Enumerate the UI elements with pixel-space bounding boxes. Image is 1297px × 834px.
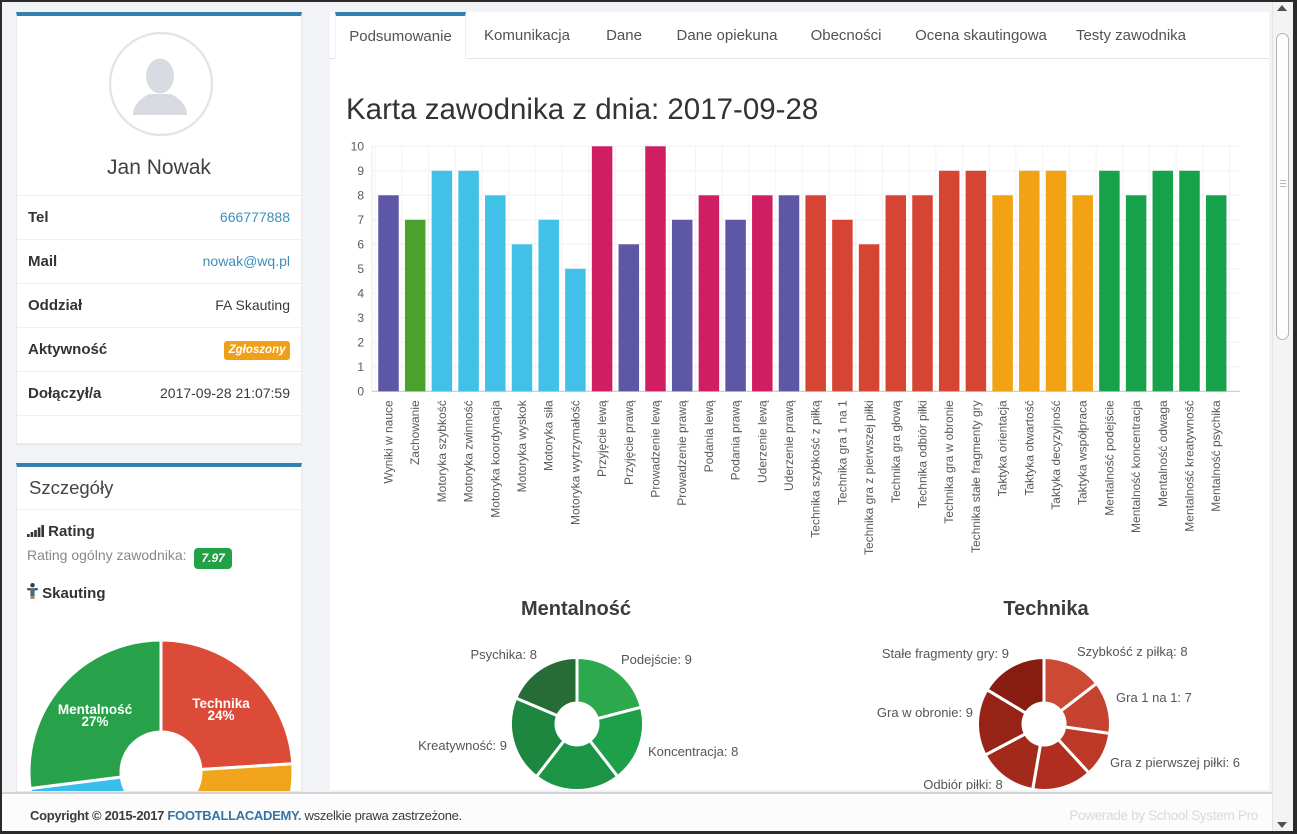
svg-text:1: 1 [357,360,364,374]
svg-text:Mentalność podejście: Mentalność podejście [1102,400,1116,516]
svg-text:Technika: Technika [192,696,250,711]
svg-text:Motoryka wytrzymałość: Motoryka wytrzymałość [568,400,582,525]
svg-text:Kreatywność: 9: Kreatywność: 9 [418,738,507,753]
svg-text:24%: 24% [207,708,234,723]
svg-text:Taktyka orientacja: Taktyka orientacja [996,400,1010,496]
svg-text:Szybkość z piłką: 8: Szybkość z piłką: 8 [1077,644,1188,659]
svg-text:Motoryka siła: Motoryka siła [542,400,556,471]
svg-text:Mentalność psychika: Mentalność psychika [1209,400,1223,512]
svg-text:Podania lewą: Podania lewą [702,400,716,472]
svg-text:Prowadzenie prawą: Prowadzenie prawą [675,400,689,506]
svg-text:Technika stałe fragmenty gry: Technika stałe fragmenty gry [969,400,983,553]
svg-text:Motoryka wyskok: Motoryka wyskok [515,399,529,492]
svg-text:Przyjęcie prawą: Przyjęcie prawą [622,400,636,485]
svg-text:0: 0 [357,384,364,398]
svg-text:2: 2 [357,335,364,349]
svg-text:Technika gra z pierwszej piłki: Technika gra z pierwszej piłki [862,400,876,555]
svg-text:Prowadzenie lewą: Prowadzenie lewą [649,400,663,498]
svg-text:27%: 27% [81,714,108,729]
svg-text:Technika gra 1 na 1: Technika gra 1 na 1 [835,400,849,505]
svg-text:10: 10 [351,139,365,153]
svg-text:Mentalność: Mentalność [521,598,631,620]
svg-text:Gra w obronie: 9: Gra w obronie: 9 [877,705,973,720]
svg-text:Motoryka koordynacja: Motoryka koordynacja [488,400,502,518]
svg-text:7: 7 [357,213,364,227]
svg-text:Technika gra w obronie: Technika gra w obronie [942,400,956,524]
svg-text:Mentalność odwaga: Mentalność odwaga [1156,400,1170,507]
svg-text:Koncentracja: 8: Koncentracja: 8 [648,744,738,759]
svg-text:Zachowanie: Zachowanie [408,400,422,465]
svg-text:9: 9 [357,164,364,178]
svg-text:Wyniki w nauce: Wyniki w nauce [382,400,396,484]
svg-text:Gra z pierwszej piłki: 6: Gra z pierwszej piłki: 6 [1110,755,1240,770]
svg-text:Przyjęcie lewą: Przyjęcie lewą [595,400,609,477]
svg-text:6: 6 [357,237,364,251]
svg-text:Odbiór piłki: 8: Odbiór piłki: 8 [923,777,1002,790]
svg-text:Mentalność kreatywność: Mentalność kreatywność [1183,400,1197,531]
svg-text:Motoryka szybkość: Motoryka szybkość [435,400,449,502]
svg-text:Taktyka otwartość: Taktyka otwartość [1022,400,1036,495]
svg-text:Psychika: 8: Psychika: 8 [471,647,537,662]
svg-text:Uderzenie lewą: Uderzenie lewą [755,400,769,483]
svg-text:Technika: Technika [1003,598,1089,620]
svg-text:5: 5 [357,262,364,276]
svg-text:3: 3 [357,311,364,325]
svg-text:Technika gra głową: Technika gra głową [889,400,903,503]
svg-text:Taktyka decyzyjność: Taktyka decyzyjność [1049,400,1063,509]
svg-text:Podania prawą: Podania prawą [729,400,743,480]
svg-text:Taktyka współpraca: Taktyka współpraca [1076,400,1090,505]
svg-text:Stałe fragmenty gry: 9: Stałe fragmenty gry: 9 [882,646,1009,661]
svg-text:Podejście: 9: Podejście: 9 [621,652,692,667]
svg-text:Technika odbiór piłki: Technika odbiór piłki [916,400,930,508]
svg-text:Technika szybkość z piłką: Technika szybkość z piłką [809,400,823,538]
svg-text:Mentalność koncentracja: Mentalność koncentracja [1129,400,1143,533]
svg-text:4: 4 [357,286,364,300]
svg-text:Uderzenie prawą: Uderzenie prawą [782,400,796,491]
svg-text:Motoryka zwinność: Motoryka zwinność [462,400,476,502]
svg-text:Gra 1 na 1: 7: Gra 1 na 1: 7 [1116,690,1192,705]
svg-text:8: 8 [357,188,364,202]
svg-text:Mentalność: Mentalność [58,702,133,717]
